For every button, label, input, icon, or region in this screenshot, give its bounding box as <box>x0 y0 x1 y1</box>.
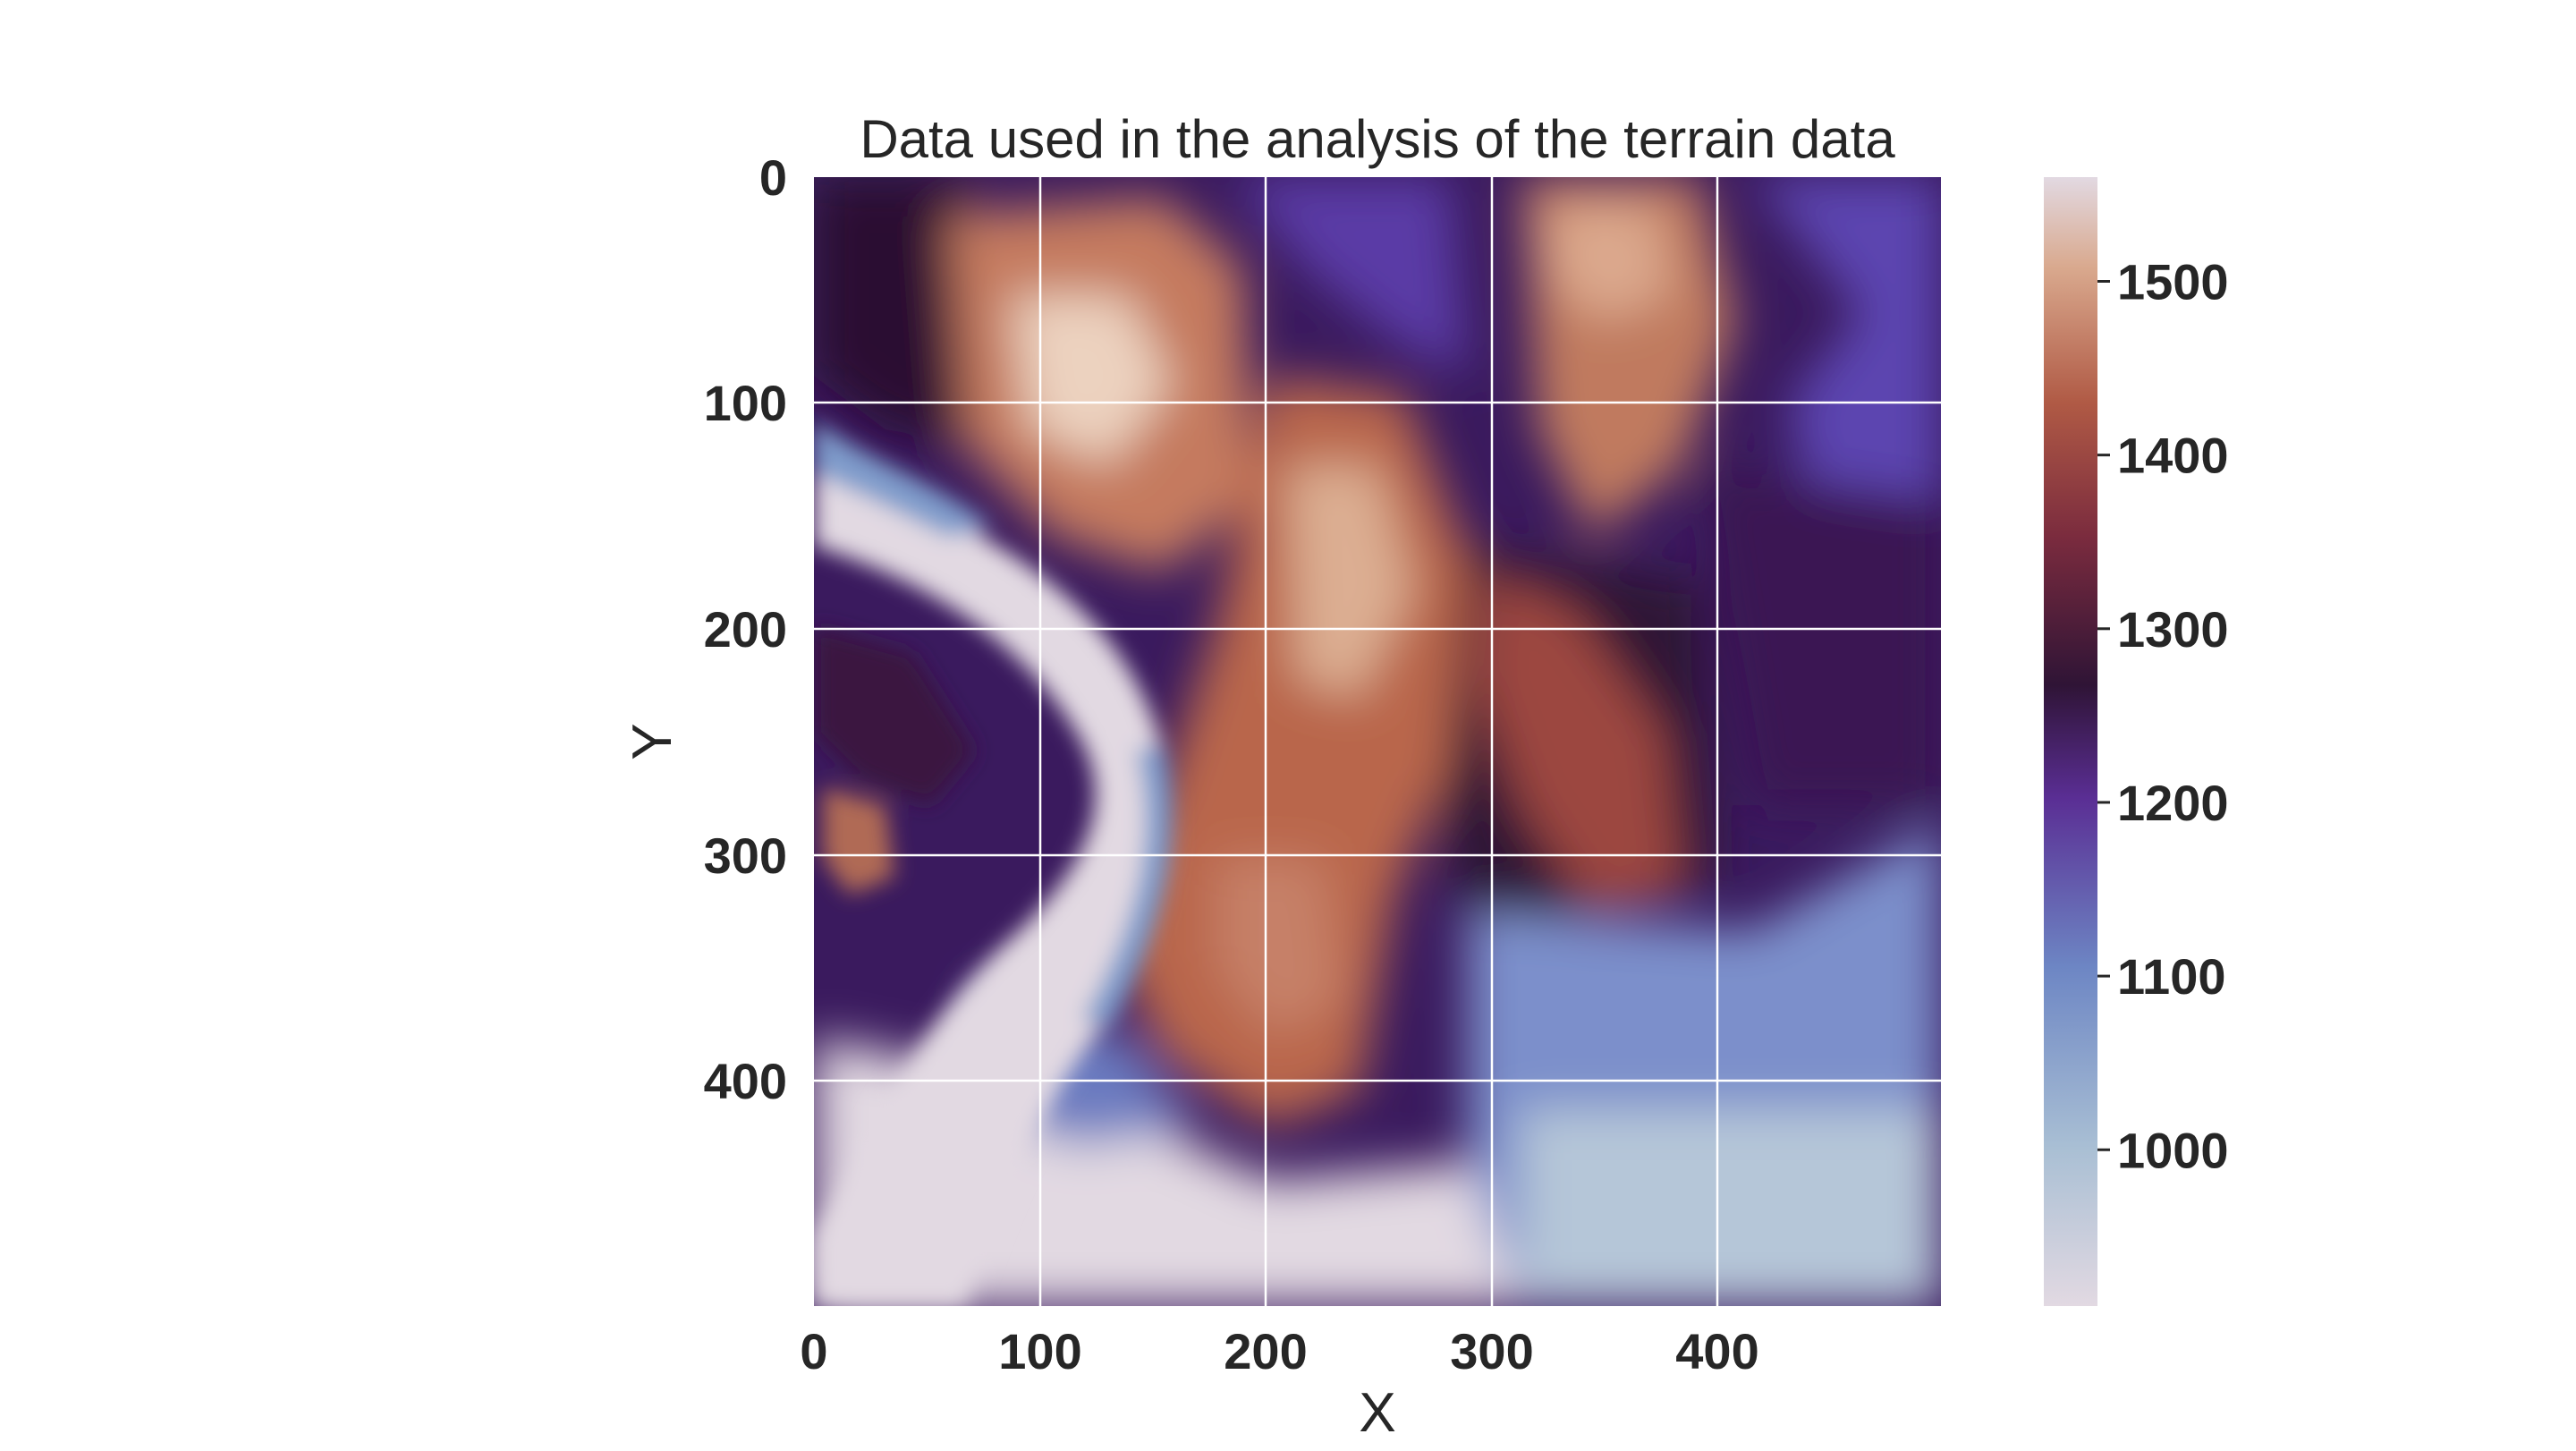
colorbar-tick-label: 1100 <box>2117 948 2226 1005</box>
x-axis-label: X <box>1359 1382 1395 1444</box>
x-axis: 0 100 200 300 400 X <box>800 1323 1758 1444</box>
x-tick-label: 300 <box>1450 1323 1533 1379</box>
colorbar-ticks: 1000 1100 1200 1300 1400 1500 <box>2097 253 2229 1178</box>
colorbar-tick-label: 1300 <box>2117 601 2229 658</box>
chart-title: Data used in the analysis of the terrain… <box>860 109 1895 169</box>
colorbar-gradient <box>2044 177 2097 1306</box>
y-tick-label: 400 <box>704 1053 787 1109</box>
grid <box>814 177 1941 1306</box>
x-tick-label: 400 <box>1675 1323 1758 1379</box>
colorbar-tick-label: 1200 <box>2117 775 2229 831</box>
y-axis-label: Y <box>622 723 683 759</box>
heatmap-image <box>814 177 1941 1306</box>
y-tick-label: 100 <box>704 375 787 431</box>
x-tick-label: 100 <box>998 1323 1081 1379</box>
y-tick-label: 200 <box>704 601 787 658</box>
y-tick-label: 300 <box>704 827 787 884</box>
x-tick-label: 200 <box>1224 1323 1307 1379</box>
x-tick-label: 0 <box>800 1323 827 1379</box>
colorbar-tick-label: 1500 <box>2117 253 2229 310</box>
y-axis: 0 100 200 300 400 Y <box>622 149 787 1109</box>
colorbar: 1000 1100 1200 1300 1400 1500 <box>2044 177 2229 1306</box>
y-tick-label: 0 <box>759 149 787 206</box>
colorbar-tick-label: 1000 <box>2117 1122 2229 1178</box>
colorbar-tick-label: 1400 <box>2117 428 2229 484</box>
